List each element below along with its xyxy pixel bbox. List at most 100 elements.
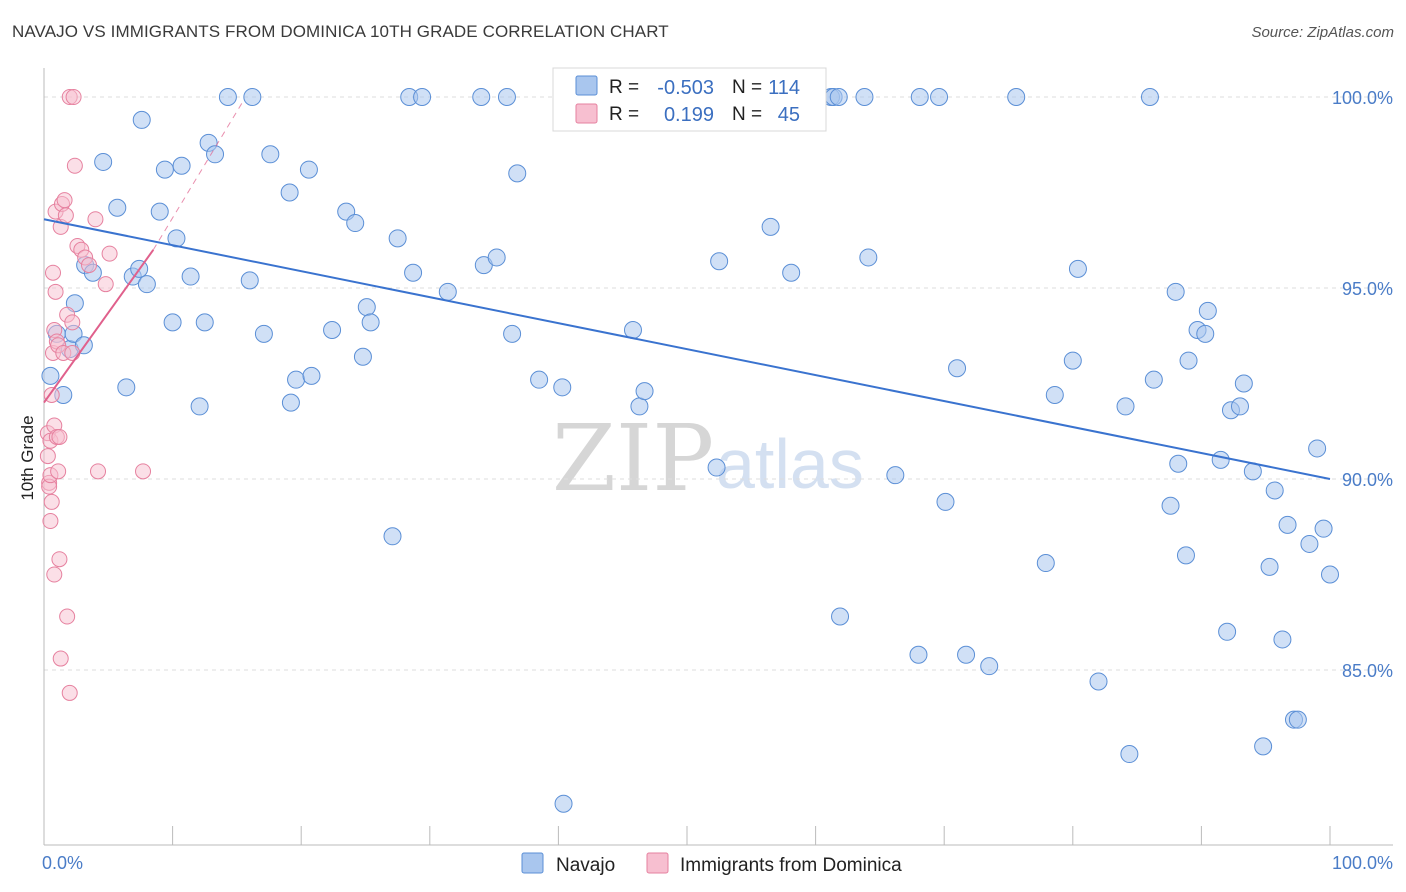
navajo-point [287,370,306,389]
legend-n-label-2: N = [732,104,762,125]
legend-bottom-swatch-dominica [646,852,669,874]
dominica-point [51,428,68,445]
dominica-trendline [43,249,155,404]
navajo-point [553,378,572,397]
navajo-point [1273,630,1292,649]
navajo-point [280,183,299,202]
watermark-zip: ZIP [552,405,714,512]
navajo-point [1089,672,1108,691]
dominica-point [65,89,82,105]
dominica-point [57,207,74,224]
navajo-point [554,794,573,813]
navajo-point [1321,565,1339,584]
dominica-point [45,264,62,281]
x-tick-labels: 0.0% 100.0% [42,853,1393,873]
dominica-point [46,566,63,583]
navajo-point [353,347,372,366]
navajo-point [1234,374,1253,393]
dominica-point [135,463,152,480]
navajo-point [299,160,318,179]
navajo-point [1045,385,1064,404]
navajo-point [302,366,321,385]
navajo-point [710,252,729,271]
navajo-point [254,324,273,343]
navajo-point [910,88,929,106]
navajo-point [761,217,780,236]
dominica-point [47,283,64,300]
navajo-point [472,88,491,106]
navajo-point [1176,546,1195,565]
navajo-point [503,324,522,343]
legend-r-value-navajo: -0.503 [657,77,714,99]
trendlines [43,100,1331,480]
navajo-point [909,645,928,664]
navajo-point [1278,515,1297,534]
navajo-point [1308,439,1327,458]
legend-bottom-label-navajo: Navajo [556,855,615,876]
navajo-point [117,378,136,397]
navajo-point [829,88,848,106]
navajo-point [155,160,174,179]
navajo-point [132,110,151,129]
navajo-point [782,263,801,282]
y-tick-labels: 100.0% 95.0% 90.0% 85.0% [1332,88,1393,681]
legend-r-value-dominica: 0.199 [664,104,714,126]
navajo-point [1260,557,1279,576]
navajo-point [1007,88,1026,106]
x-tick-label: 100.0% [1332,853,1393,873]
navajo-point [261,145,280,164]
legend-n-value-dominica: 45 [778,104,800,126]
navajo-point [388,229,407,248]
dominica-point [50,463,67,480]
navajo-point [1288,710,1307,729]
legend-r-label-1: R = [609,77,639,98]
dominica-point [61,684,78,701]
navajo-point [936,492,955,511]
navajo-point [404,263,423,282]
navajo-point [623,321,642,340]
navajo-point [508,164,527,183]
navajo-point [243,88,262,106]
navajo-point [1314,519,1333,538]
navajo-point [206,145,225,164]
navajo-point [108,198,127,217]
navajo-point [1218,622,1237,641]
navajo-point [163,313,182,332]
navajo-point [383,527,402,546]
navajo-point [1036,554,1055,573]
navajo-point [1230,397,1249,416]
navajo-point [41,366,60,385]
navajo-points [41,88,1339,813]
dominica-point [42,513,59,530]
dominica-point [64,344,81,361]
dominica-point [43,493,60,510]
dominica-point [52,650,69,667]
navajo-point [859,248,878,267]
dominica-point [64,314,81,331]
navajo-point [1140,88,1159,106]
navajo-point [438,282,457,301]
navajo-point [630,397,649,416]
navajo-point [94,152,113,171]
y-tick-label: 100.0% [1332,88,1393,108]
legend-swatch-dominica [575,103,598,124]
dominica-point [101,245,118,262]
x-tick-label: 0.0% [42,853,83,873]
navajo-point [190,397,209,416]
navajo-point [150,202,169,221]
navajo-point [240,271,259,290]
navajo-point [1068,259,1087,278]
chart-title: NAVAJO VS IMMIGRANTS FROM DOMINICA 10TH … [12,22,669,41]
navajo-point [831,607,850,626]
navajo-point [1265,481,1284,500]
navajo-point [1120,745,1139,764]
legend-bottom-label-dominica: Immigrants from Dominica [680,855,902,876]
navajo-point [930,88,949,106]
x-ticks [43,826,1331,845]
legend-bottom-swatch-navajo [521,852,544,874]
navajo-point [1161,496,1180,515]
navajo-point [957,645,976,664]
legend-r-label-2: R = [609,104,639,125]
navajo-point [635,382,654,401]
